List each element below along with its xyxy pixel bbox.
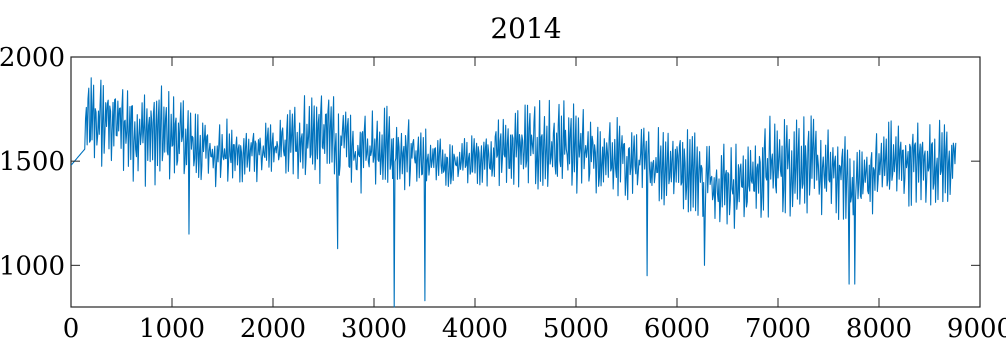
x-tick-label: 8000	[846, 314, 912, 344]
chart-title: 2014	[490, 12, 561, 45]
x-tick-label: 1000	[139, 314, 205, 344]
x-tick-label: 7000	[745, 314, 811, 344]
x-tick-label: 6000	[644, 314, 710, 344]
x-tick-label: 4000	[442, 314, 508, 344]
plot-area: 0 1000 2000 3000 4000 5000 6000 7000 8000 9000 100…	[0, 43, 1006, 344]
axes-box	[70, 56, 981, 308]
x-tick-label: 5000	[543, 314, 609, 344]
x-tick-label: 9000	[947, 314, 1006, 344]
y-tick-label: 1000	[0, 251, 65, 281]
series-layer	[71, 77, 957, 308]
tick-layer: 0 1000 2000 3000 4000 5000 6000 7000 8000 9000 100…	[0, 43, 1006, 344]
series-line-0	[71, 77, 957, 308]
x-tick-label: 2000	[240, 314, 306, 344]
y-tick-label: 1500	[0, 147, 65, 177]
x-tick-label: 3000	[341, 314, 407, 344]
x-tick-label: 0	[63, 314, 80, 344]
y-tick-label: 2000	[0, 43, 65, 73]
